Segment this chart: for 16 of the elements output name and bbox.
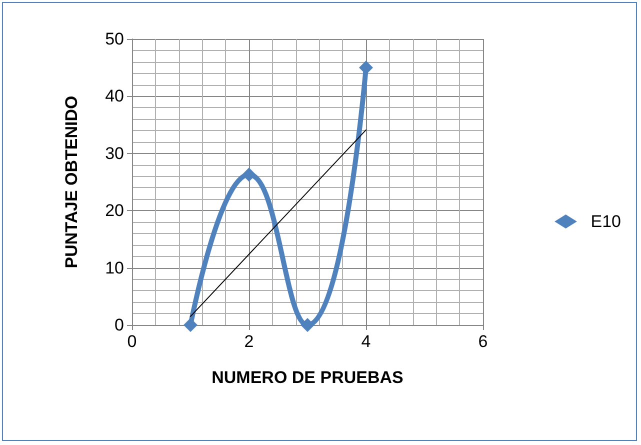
y-tick-label: 50: [105, 30, 124, 48]
y-tick-label: 0: [114, 316, 124, 334]
x-tick-label: 0: [127, 332, 137, 351]
x-tick-label: 2: [244, 332, 254, 351]
y-tick-label: 40: [105, 86, 124, 106]
x-axis-title: NUMERO DE PRUEBAS: [212, 368, 404, 387]
x-tick-label: 6: [478, 332, 488, 351]
legend-label: E10: [590, 212, 621, 231]
point: [184, 318, 198, 332]
y-tick-label: 10: [105, 258, 124, 278]
y-axis-title: PUNTAJE OBTENIDO: [62, 96, 81, 268]
x-tick-label: 4: [361, 332, 371, 351]
point: [300, 318, 314, 332]
y-tick-label: 20: [105, 201, 124, 220]
point: [242, 168, 256, 182]
y-tick-label: 30: [105, 144, 124, 163]
